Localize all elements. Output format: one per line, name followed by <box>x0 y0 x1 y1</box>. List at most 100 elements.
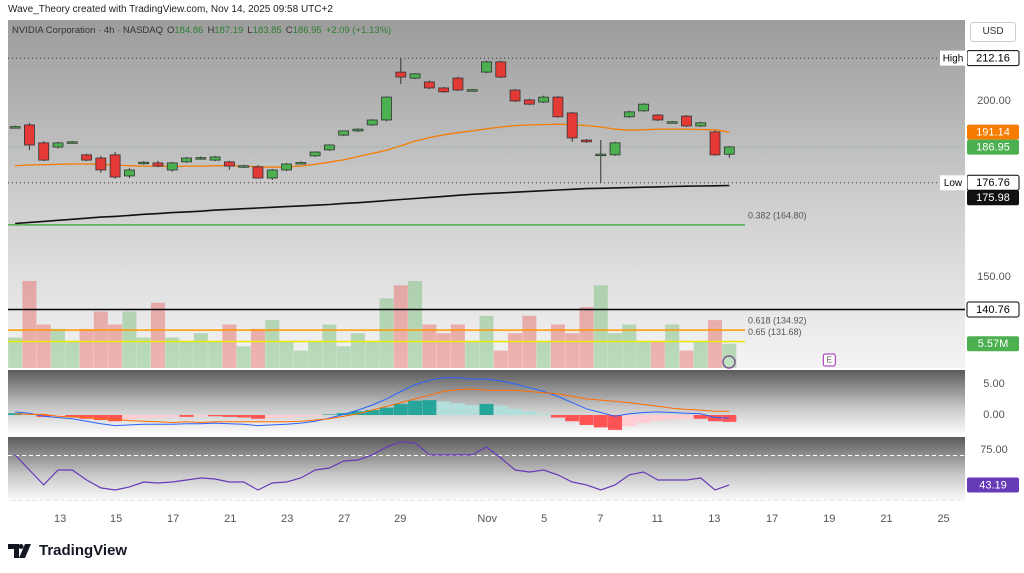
candle-body <box>166 162 178 171</box>
legend: NVIDIA Corporation · 4h · NASDAQ O184.86 H… <box>12 25 391 36</box>
volume-bar <box>265 320 280 368</box>
candle-body <box>9 126 21 129</box>
price-badge <box>967 336 1019 352</box>
macd-histogram-bar <box>79 415 94 419</box>
ohlc-value: 183.85 <box>252 25 282 36</box>
candle-body <box>666 121 678 124</box>
macd-histogram-bar <box>436 401 451 416</box>
signal-line <box>15 388 730 424</box>
volume-bar <box>79 328 94 368</box>
macd-histogram-bar <box>279 415 294 418</box>
x-tick-label: 17 <box>167 513 179 525</box>
ohlc-key: H <box>207 25 215 36</box>
macd-line <box>15 377 730 427</box>
candle-body <box>138 161 150 165</box>
volume-bar <box>650 341 665 368</box>
price-badge <box>966 301 1020 318</box>
volume-bar <box>408 281 423 368</box>
macd-histogram-bar <box>165 415 180 417</box>
change: +2.09 (+1.13%) <box>325 25 392 36</box>
y-tick-label: 200.00 <box>977 95 1011 107</box>
macd-histogram-bar <box>650 415 665 421</box>
candle-body <box>566 112 578 139</box>
macd-histogram-bar <box>350 411 365 416</box>
x-tick-label: 27 <box>338 513 350 525</box>
candle-body <box>266 169 278 179</box>
ohlc-item: C186.95 <box>286 25 322 36</box>
x-tick-label: Nov <box>477 513 497 525</box>
volume-bar <box>8 337 23 368</box>
candle-body <box>281 163 292 171</box>
macd-histogram-bar <box>450 403 465 416</box>
volume-bar <box>608 333 623 368</box>
macd-histogram-bar <box>179 415 194 417</box>
macd-histogram-bar <box>708 415 723 422</box>
ema-line <box>15 123 730 168</box>
volume-bar <box>222 324 237 368</box>
ohlc-item: H187.19 <box>207 25 243 36</box>
macd-histogram-bar <box>322 414 337 416</box>
x-tick-label: 21 <box>880 513 892 525</box>
x-tick-label: 13 <box>708 513 720 525</box>
candle-body <box>638 103 650 112</box>
volume-bar <box>322 324 337 368</box>
volume-bar <box>136 337 151 368</box>
ohlc-value: 186.95 <box>292 25 322 36</box>
currency-button[interactable]: USD <box>970 22 1016 42</box>
macd-histogram-bar <box>408 400 423 416</box>
x-tick-label: 7 <box>597 513 603 525</box>
ohlc-key: L <box>247 25 253 36</box>
macd-histogram-bar <box>593 415 608 428</box>
macd-histogram-bar <box>379 407 394 416</box>
dividend-icon[interactable] <box>722 355 736 369</box>
candle-body <box>423 81 435 89</box>
badge-tag <box>940 50 967 66</box>
macd-histogram-bar <box>208 415 223 417</box>
macd-histogram-bar <box>565 415 580 422</box>
ohlc-item: L183.85 <box>247 25 281 36</box>
macd-histogram-bar <box>150 415 165 418</box>
price-badge <box>967 139 1019 155</box>
macd-histogram-bar <box>222 415 237 417</box>
price-badge <box>967 190 1019 206</box>
volume-bar <box>108 324 123 368</box>
volume-bar <box>122 311 137 368</box>
volume-bar <box>236 346 251 368</box>
candle-body <box>595 153 607 157</box>
x-tick-label: 29 <box>394 513 406 525</box>
volume-bar <box>665 324 680 368</box>
price-badge-label: 191.14 <box>976 127 1010 139</box>
ohlc-value: 187.19 <box>214 25 244 36</box>
price-badge-label: 140.76 <box>976 304 1010 316</box>
macd-histogram-bar <box>608 415 623 430</box>
candle-body <box>452 77 464 91</box>
candle-body <box>438 87 450 93</box>
volume-bar <box>65 341 80 368</box>
candle-body <box>181 157 192 163</box>
volume-bar <box>350 333 365 368</box>
volume-bar <box>379 298 394 368</box>
brand: TradingView <box>39 542 128 559</box>
candle-body <box>124 169 135 177</box>
x-tick-label: 25 <box>937 513 949 525</box>
candle-body <box>238 165 250 168</box>
price-badge-label: 186.95 <box>976 142 1010 154</box>
x-tick-label: 5 <box>541 513 547 525</box>
volume-bar <box>179 341 194 368</box>
candle-body <box>509 89 521 102</box>
volume-bar <box>693 341 708 368</box>
ohlc-item: O184.86 <box>167 25 203 36</box>
macd-histogram-bar <box>122 415 137 420</box>
macd-histogram-bar <box>722 415 737 422</box>
macd-histogram-bar <box>93 415 108 420</box>
macd-histogram-bar <box>50 415 65 417</box>
macd-histogram-bar <box>193 415 208 417</box>
candle-body <box>252 166 264 179</box>
macd-histogram-bar <box>550 415 565 418</box>
candle-body <box>609 142 621 156</box>
volume-bar <box>508 333 523 368</box>
level-label: 0.382 (164.80) <box>748 210 807 220</box>
macd-histogram-bar <box>693 415 708 419</box>
macd-histogram-bar <box>636 415 651 424</box>
